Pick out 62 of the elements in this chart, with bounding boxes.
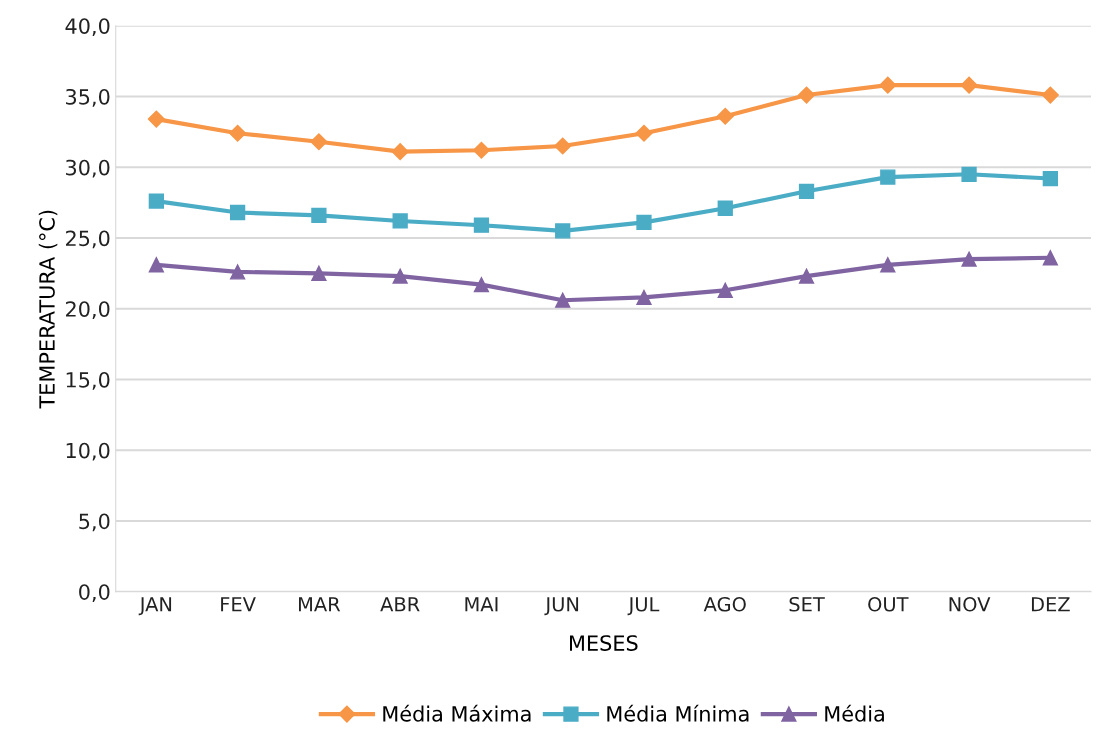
x-tick-label: FEV [221, 597, 256, 612]
legend-label: Média Máxima [383, 704, 531, 722]
legend-label: Média [825, 704, 884, 722]
point [961, 251, 977, 267]
x-tick-label: JUL [627, 597, 660, 616]
point [147, 110, 165, 128]
point [311, 265, 327, 281]
point [635, 124, 653, 142]
x-tick-label: NOV [949, 596, 991, 612]
y-tick-label: 10,0 [66, 442, 110, 461]
point [716, 107, 734, 125]
y-tick-label: 15,0 [66, 371, 110, 390]
y-tick-label: 35,0 [66, 88, 110, 107]
point [717, 200, 733, 216]
point [555, 223, 571, 239]
point [472, 141, 490, 159]
x-tick-label: MAR [299, 597, 341, 612]
x-tick-label: ABR [380, 597, 420, 612]
point [554, 137, 572, 155]
point [636, 289, 652, 306]
point [473, 277, 490, 293]
point [392, 213, 408, 229]
point [1041, 86, 1059, 104]
point [880, 257, 896, 273]
point [960, 76, 978, 94]
y-tick-label: 20,0 [65, 301, 110, 320]
point [1042, 250, 1058, 266]
point [797, 86, 816, 104]
x-tick-label: DEZ [1031, 597, 1070, 612]
x-tick-label: MAI [465, 597, 498, 612]
x-tick-label: SET [789, 596, 825, 612]
y-tick-label: 0,0 [79, 584, 110, 603]
point [311, 207, 327, 223]
y-axis-title: TEMPERATURA (°C) [38, 210, 58, 409]
point [880, 169, 896, 185]
point [229, 264, 246, 280]
y-tick-label: 5,0 [79, 513, 110, 532]
point [148, 257, 164, 273]
point [310, 133, 328, 151]
x-axis-title: MESES [570, 635, 638, 651]
y-tick-label: 25,0 [65, 230, 110, 249]
x-tick-label: OUT [868, 596, 909, 612]
point [229, 204, 246, 221]
point [717, 282, 733, 298]
point [473, 217, 490, 233]
point [879, 76, 897, 94]
x-tick-label: AGO [703, 596, 746, 612]
x-tick-label: JAN [138, 597, 172, 616]
point [391, 143, 409, 161]
legend-label: Média Mínima [607, 704, 749, 722]
y-tick-label: 30,0 [66, 159, 110, 178]
point [798, 183, 815, 199]
point [1042, 170, 1058, 187]
point [798, 268, 815, 284]
point [636, 214, 652, 231]
x-tick-label: JUN [544, 597, 579, 616]
point [148, 193, 164, 209]
point [392, 268, 408, 284]
point [229, 124, 247, 142]
point [961, 166, 977, 182]
y-tick-label: 40,0 [65, 18, 110, 37]
point [555, 292, 571, 308]
